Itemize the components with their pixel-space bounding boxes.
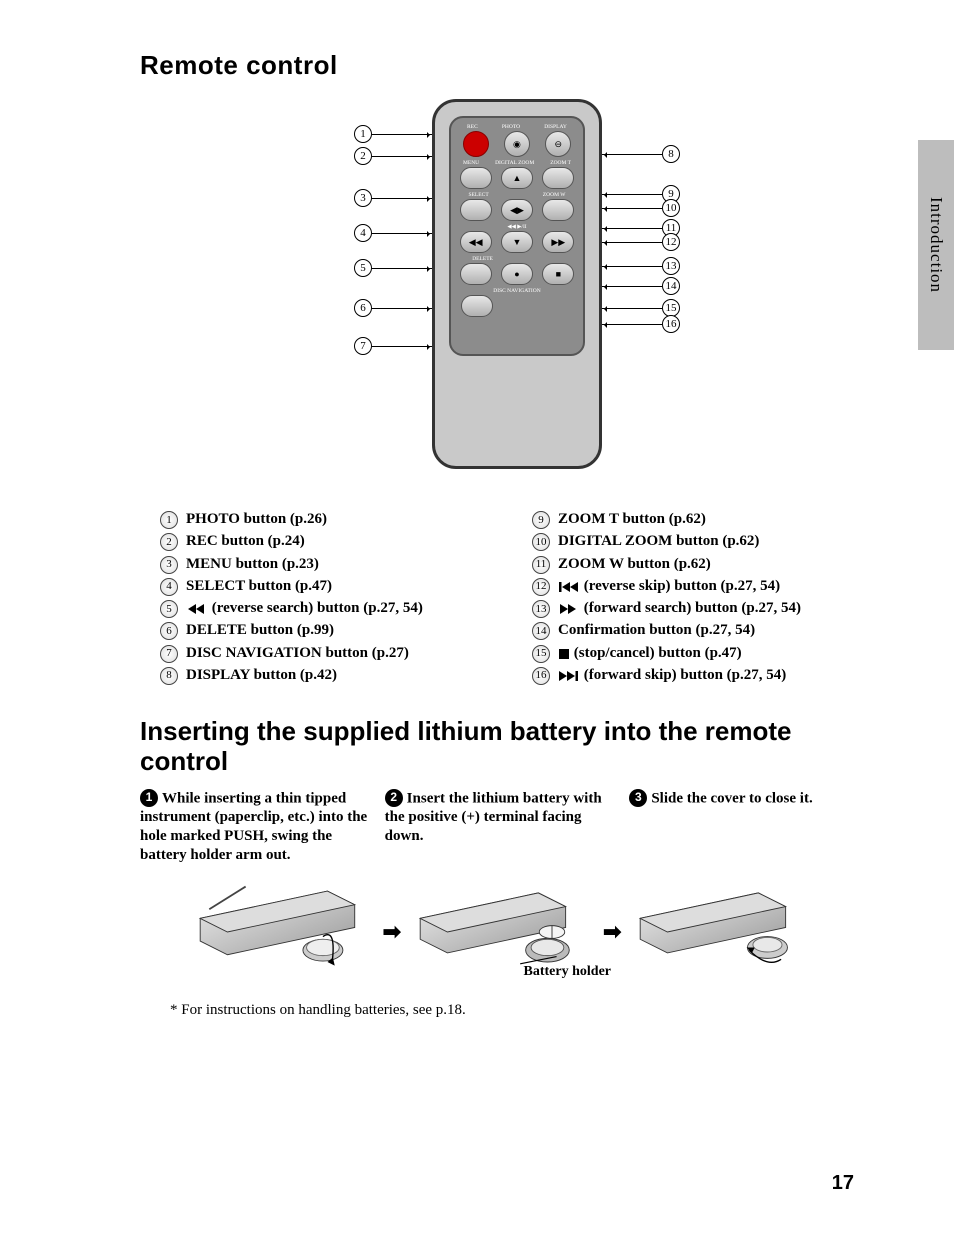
remote-heading: Remote control — [140, 50, 864, 81]
legend-item-9: 9ZOOM T button (p.62) — [532, 509, 864, 529]
callout-6: 6 — [352, 299, 432, 317]
callout-7: 7 — [352, 337, 432, 355]
legend-item-4: 4SELECT button (p.47) — [160, 576, 492, 596]
callout-16: 16 — [602, 315, 682, 333]
callout-1: 1 — [352, 125, 432, 143]
callout-10: 10 — [602, 199, 682, 217]
remote-diagram: 1234567 8910111213141516 RECPHOTODISPLAY… — [212, 99, 792, 499]
legend-item-13: 13 (forward search) button (p.27, 54) — [532, 598, 864, 618]
side-tab: Introduction — [918, 140, 954, 350]
remote-outline: RECPHOTODISPLAY ◉ ⊖ MENUDIGITAL ZOOMZOOM… — [432, 99, 602, 469]
zoomw-button-icon — [542, 199, 574, 221]
callout-5: 5 — [352, 259, 432, 277]
display-button-icon: ⊖ — [545, 131, 571, 157]
dzoom-button-icon: ▲ — [501, 167, 533, 189]
footnote: * For instructions on handling batteries… — [140, 1002, 864, 1019]
legend-item-10: 10DIGITAL ZOOM button (p.62) — [532, 531, 864, 551]
stop-button-icon: ■ — [542, 263, 574, 285]
legend-item-12: 12 (reverse skip) button (p.27, 54) — [532, 576, 864, 596]
battery-step-3: 3Slide the cover to close it. — [629, 789, 864, 865]
battery-step1-image — [187, 882, 377, 982]
callout-12: 12 — [602, 233, 682, 251]
callout-4: 4 — [352, 224, 432, 242]
arrow-icon: ➡ — [603, 919, 621, 945]
battery-step2-image: Battery holder — [407, 882, 597, 982]
legend-item-8: 8DISPLAY button (p.42) — [160, 665, 492, 685]
legend-item-16: 16 (forward skip) button (p.27, 54) — [532, 665, 864, 685]
arrow-icon: ➡ — [383, 919, 401, 945]
callout-2: 2 — [352, 147, 432, 165]
legend-item-2: 2REC button (p.24) — [160, 531, 492, 551]
confirm-button-icon: ● — [501, 263, 533, 285]
zoomt-button-icon — [542, 167, 574, 189]
discnav-button-icon — [461, 295, 493, 317]
battery-step-2: 2Insert the lithium battery with the pos… — [385, 789, 620, 865]
callout-3: 3 — [352, 189, 432, 207]
legend-item-15: 15 (stop/cancel) button (p.47) — [532, 643, 864, 663]
rev-search-icon — [186, 599, 208, 618]
play-button-icon: ▼ — [501, 231, 533, 253]
legend-item-1: 1PHOTO button (p.26) — [160, 509, 492, 529]
fwd-search-icon — [558, 599, 580, 618]
rev-skip-icon — [558, 577, 580, 596]
legend-item-7: 7DISC NAVIGATION button (p.27) — [160, 643, 492, 663]
menu-button-icon — [460, 167, 492, 189]
fwd-skip-icon — [558, 666, 580, 685]
delete-button-icon — [460, 263, 492, 285]
legend: 1PHOTO button (p.26)2REC button (p.24) 3M… — [140, 509, 864, 687]
revsearch-button-icon: ◀◀ — [460, 231, 492, 253]
legend-item-14: 14Confirmation button (p.27, 54) — [532, 620, 864, 640]
legend-item-6: 6DELETE button (p.99) — [160, 620, 492, 640]
page-number: 17 — [832, 1172, 854, 1195]
callout-13: 13 — [602, 257, 682, 275]
callout-8: 8 — [602, 145, 682, 163]
battery-steps: 1While inserting a thin tipped instrumen… — [140, 789, 864, 865]
legend-item-3: 3MENU button (p.23) — [160, 554, 492, 574]
callout-14: 14 — [602, 277, 682, 295]
nav-button-icon: ◀▶ — [501, 199, 533, 221]
rec-button-icon — [463, 131, 489, 157]
battery-heading: Inserting the supplied lithium battery i… — [140, 717, 864, 777]
photo-button-icon: ◉ — [504, 131, 530, 157]
legend-item-5: 5 (reverse search) button (p.27, 54) — [160, 598, 492, 618]
stop-icon — [558, 644, 570, 663]
battery-images: ➡ Battery holder ➡ — [140, 882, 864, 982]
fwdsearch-button-icon: ▶▶ — [542, 231, 574, 253]
battery-step-1: 1While inserting a thin tipped instrumen… — [140, 789, 375, 865]
legend-item-11: 11ZOOM W button (p.62) — [532, 554, 864, 574]
battery-holder-label: Battery holder — [524, 964, 611, 980]
select-button-icon — [460, 199, 492, 221]
battery-step3-image — [627, 882, 817, 982]
